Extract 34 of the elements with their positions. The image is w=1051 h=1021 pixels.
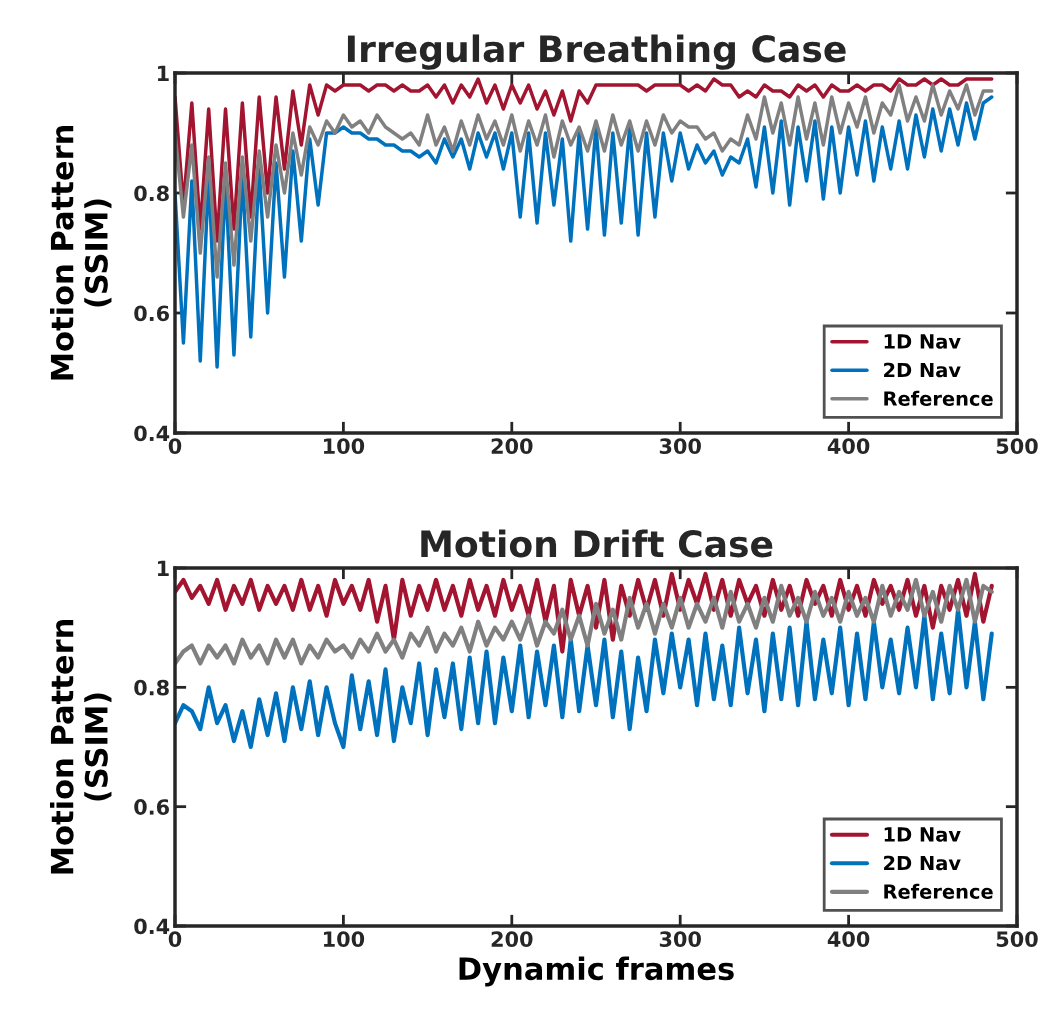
x-tick-label: 200 (491, 931, 533, 947)
x-tick-label: 500 (996, 438, 1038, 454)
x-tick-label: 0 (168, 438, 182, 454)
x-tick-label: 100 (324, 438, 365, 454)
legend-label: 1D Nav (884, 334, 961, 349)
y-tick-label: 0.4 (134, 425, 170, 442)
x-tick-label: 400 (827, 931, 870, 947)
x-tick-label: 300 (659, 931, 701, 947)
x-tick-label: 200 (491, 438, 533, 454)
legend-label: 1D Nav (884, 827, 961, 842)
legend-label: Reference (884, 390, 993, 406)
x-axis-title: Dynamic frames (459, 956, 734, 987)
y-tick-label: 0.6 (134, 305, 170, 322)
chart-title: Motion Drift Case (421, 529, 773, 558)
line-series (175, 83, 994, 279)
chart-title: Irregular Breathing Case (347, 34, 846, 70)
line-series (175, 77, 994, 243)
y-tick-label: 1 (157, 560, 169, 576)
x-tick-label: 0 (168, 931, 182, 947)
y-tick-label: 0.6 (134, 799, 170, 815)
x-tick-label: 500 (996, 931, 1038, 947)
y-tick-label: 0.8 (134, 185, 169, 202)
x-tick-label: 300 (659, 438, 701, 454)
legend-label: Reference (884, 883, 993, 899)
x-tick-label: 400 (827, 438, 870, 454)
y-tick-label: 1 (157, 65, 169, 81)
y-axis-title: Motion Pattern (SSIM) (50, 125, 112, 380)
x-tick-label: 100 (324, 931, 365, 947)
line-series (175, 577, 994, 666)
y-axis-title: Motion Pattern (SSIM) (50, 619, 112, 874)
legend-label: 2D Nav (884, 362, 961, 378)
legend-label: 2D Nav (884, 855, 961, 871)
y-tick-label: 0.4 (134, 918, 170, 935)
y-tick-label: 0.8 (134, 679, 169, 696)
